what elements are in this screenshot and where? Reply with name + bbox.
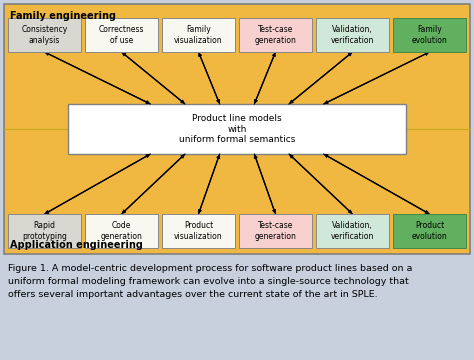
Text: Correctness
of use: Correctness of use — [99, 25, 144, 45]
Text: Consistency
analysis: Consistency analysis — [21, 25, 68, 45]
Bar — [85, 214, 158, 248]
Bar — [239, 18, 312, 52]
Bar — [316, 214, 389, 248]
Text: Product
evolution: Product evolution — [411, 221, 447, 241]
Bar — [393, 214, 466, 248]
Text: Figure 1. A model-centric development process for software product lines based o: Figure 1. A model-centric development pr… — [8, 264, 412, 299]
Text: Validation,
verification: Validation, verification — [331, 221, 374, 241]
Bar — [162, 18, 235, 52]
Text: Family engineering: Family engineering — [10, 11, 116, 21]
Text: Product line models
with
uniform formal semantics: Product line models with uniform formal … — [179, 114, 295, 144]
Text: Validation,
verification: Validation, verification — [331, 25, 374, 45]
Bar — [162, 214, 235, 248]
Bar — [8, 214, 81, 248]
Text: Code
generation: Code generation — [100, 221, 143, 241]
Text: Test-case
generation: Test-case generation — [255, 221, 296, 241]
Text: Family
evolution: Family evolution — [411, 25, 447, 45]
Text: Application engineering: Application engineering — [10, 240, 143, 250]
Bar — [8, 18, 81, 52]
Bar — [68, 104, 406, 154]
Bar — [85, 18, 158, 52]
Text: Product
visualization: Product visualization — [174, 221, 223, 241]
Text: Family
visualization: Family visualization — [174, 25, 223, 45]
Text: Test-case
generation: Test-case generation — [255, 25, 296, 45]
Text: Rapid
prototyping: Rapid prototyping — [22, 221, 67, 241]
Bar — [393, 18, 466, 52]
Bar — [316, 18, 389, 52]
Bar — [239, 214, 312, 248]
